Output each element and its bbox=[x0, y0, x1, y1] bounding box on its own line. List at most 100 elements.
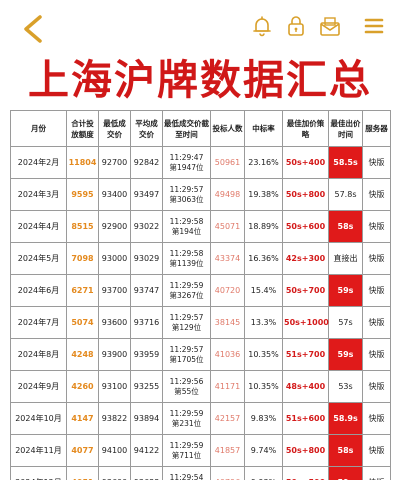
avg-price-cell: 93716 bbox=[130, 306, 163, 339]
bidders-cell: 41036 bbox=[210, 338, 245, 371]
min-price-cell: 94100 bbox=[98, 434, 131, 467]
best-time-cell: 59s bbox=[328, 466, 363, 480]
min-price-cell: 93400 bbox=[98, 178, 131, 211]
win-rate-cell: 13.3% bbox=[244, 306, 283, 339]
cutoff-time: 11:29:47 bbox=[169, 152, 204, 162]
table-row: 2024年12月4051936009368811:29:54第464位40796… bbox=[10, 466, 391, 480]
table-row: 2024年4月 8515 92900 93022 11:29:58 第194位 45071 1… bbox=[10, 210, 391, 243]
cutoff-rank: 第1139位 bbox=[169, 258, 204, 268]
table-row: 2024年11月 4077 94100 94122 11:29:59 第711位 41857… bbox=[10, 434, 391, 467]
min-price-cell: 93000 bbox=[98, 242, 131, 275]
strategy-cell: 50s+800 bbox=[282, 434, 329, 467]
server-cell: 快版 bbox=[362, 466, 391, 480]
win-rate-cell: 9.74% bbox=[244, 434, 283, 467]
cutoff-time-cell: 11:29:47 第1947位 bbox=[162, 146, 211, 179]
server-cell: 快版 bbox=[362, 242, 391, 275]
best-time-cell: 58s bbox=[328, 210, 363, 243]
mail-icon[interactable] bbox=[318, 14, 342, 38]
bidders-cell: 38145 bbox=[210, 306, 245, 339]
month-cell: 2024年5月 bbox=[10, 242, 67, 275]
cutoff-time-cell: 11:29:57 第3063位 bbox=[162, 178, 211, 211]
quota-cell: 9595 bbox=[66, 178, 99, 211]
chevron-left-icon[interactable] bbox=[20, 14, 46, 44]
table-row: 2024年6月 6271 93700 93747 11:29:59 第3267位 40720… bbox=[10, 274, 391, 307]
cutoff-time: 11:29:54 bbox=[169, 472, 204, 480]
server-cell: 快版 bbox=[362, 434, 391, 467]
win-rate-cell: 18.89% bbox=[244, 210, 283, 243]
min-price-cell: 93600 bbox=[98, 306, 131, 339]
server-cell: 快版 bbox=[362, 210, 391, 243]
win-rate-cell: 10.35% bbox=[244, 370, 283, 403]
win-rate-cell: 16.36% bbox=[244, 242, 283, 275]
best-time-cell: 59s bbox=[328, 274, 363, 307]
month-cell: 2024年12月 bbox=[10, 466, 67, 480]
bell-icon[interactable] bbox=[250, 14, 274, 38]
month-cell: 2024年9月 bbox=[10, 370, 67, 403]
month-cell: 2024年10月 bbox=[10, 402, 67, 435]
cutoff-time-cell: 11:29:57 第1705位 bbox=[162, 338, 211, 371]
table-header-row: 月份 合计投放额度 最低成交价 平均成交价 最低成交价截至时间 投标人数 中标率… bbox=[10, 110, 391, 147]
cutoff-rank: 第231位 bbox=[171, 418, 202, 428]
best-time-cell: 直接出 bbox=[328, 242, 363, 275]
strategy-cell: 42s+300 bbox=[282, 242, 329, 275]
cutoff-time: 11:29:57 bbox=[169, 312, 204, 322]
month-cell: 2024年6月 bbox=[10, 274, 67, 307]
column-header: 平均成交价 bbox=[130, 110, 163, 147]
title-part-2: 数据汇总 bbox=[200, 56, 372, 104]
table-row: 2024年2月 11804 92700 92842 11:29:47 第1947位 5096… bbox=[10, 146, 391, 179]
avg-price-cell: 92842 bbox=[130, 146, 163, 179]
quota-cell: 4147 bbox=[66, 402, 99, 435]
bidders-cell: 45071 bbox=[210, 210, 245, 243]
avg-price-cell: 93894 bbox=[130, 402, 163, 435]
menu-icon[interactable] bbox=[362, 14, 386, 38]
cutoff-rank: 第194位 bbox=[171, 226, 202, 236]
cutoff-time-cell: 11:29:56 第55位 bbox=[162, 370, 211, 403]
column-header: 投标人数 bbox=[210, 110, 245, 147]
table-body: 2024年2月 11804 92700 92842 11:29:47 第1947位 5096… bbox=[10, 146, 391, 480]
table-row: 2024年10月 4147 93822 93894 11:29:59 第231位 42157… bbox=[10, 402, 391, 435]
server-cell: 快版 bbox=[362, 306, 391, 339]
bidders-cell: 50961 bbox=[210, 146, 245, 179]
quota-cell: 4051 bbox=[66, 466, 99, 480]
best-time-cell: 58s bbox=[328, 434, 363, 467]
win-rate-cell: 9.83% bbox=[244, 402, 283, 435]
min-price-cell: 93700 bbox=[98, 274, 131, 307]
win-rate-cell: 9.93% bbox=[244, 466, 283, 480]
server-cell: 快版 bbox=[362, 370, 391, 403]
quota-cell: 7098 bbox=[66, 242, 99, 275]
quota-cell: 5074 bbox=[66, 306, 99, 339]
cutoff-time-cell: 11:29:58 第194位 bbox=[162, 210, 211, 243]
bidders-cell: 40720 bbox=[210, 274, 245, 307]
win-rate-cell: 23.16% bbox=[244, 146, 283, 179]
strategy-cell: 50s+500 bbox=[282, 466, 329, 480]
month-cell: 2024年8月 bbox=[10, 338, 67, 371]
strategy-cell: 50s+1000 bbox=[282, 306, 329, 339]
min-price-cell: 93822 bbox=[98, 402, 131, 435]
column-header: 最佳出价时间 bbox=[328, 110, 363, 147]
cutoff-rank: 第55位 bbox=[174, 386, 199, 396]
avg-price-cell: 93747 bbox=[130, 274, 163, 307]
quota-cell: 8515 bbox=[66, 210, 99, 243]
avg-price-cell: 93029 bbox=[130, 242, 163, 275]
avg-price-cell: 93688 bbox=[130, 466, 163, 480]
min-price-cell: 92900 bbox=[98, 210, 131, 243]
page-title: 上海沪牌数据汇总 bbox=[28, 56, 372, 104]
top-bar bbox=[0, 0, 400, 56]
month-cell: 2024年7月 bbox=[10, 306, 67, 339]
cutoff-time-cell: 11:29:58 第1139位 bbox=[162, 242, 211, 275]
strategy-cell: 51s+700 bbox=[282, 338, 329, 371]
server-cell: 快版 bbox=[362, 178, 391, 211]
avg-price-cell: 94122 bbox=[130, 434, 163, 467]
cutoff-time-cell: 11:29:59 第3267位 bbox=[162, 274, 211, 307]
quota-cell: 6271 bbox=[66, 274, 99, 307]
cutoff-time-cell: 11:29:59 第231位 bbox=[162, 402, 211, 435]
min-price-cell: 93900 bbox=[98, 338, 131, 371]
lock-icon[interactable] bbox=[284, 14, 308, 38]
cutoff-time: 11:29:59 bbox=[169, 408, 204, 418]
win-rate-cell: 10.35% bbox=[244, 338, 283, 371]
cutoff-time: 11:29:59 bbox=[169, 440, 204, 450]
best-time-cell: 53s bbox=[328, 370, 363, 403]
cutoff-rank: 第1705位 bbox=[169, 354, 204, 364]
bidders-cell: 40796 bbox=[210, 466, 245, 480]
avg-price-cell: 93959 bbox=[130, 338, 163, 371]
